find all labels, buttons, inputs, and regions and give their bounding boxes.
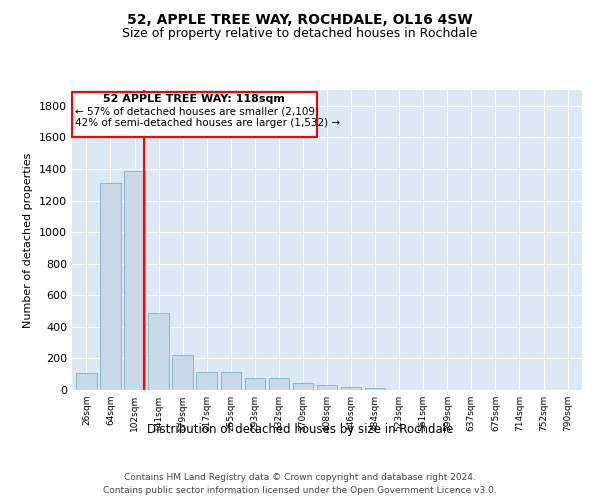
- Bar: [196, 372, 217, 390]
- Bar: [148, 312, 169, 390]
- Bar: [317, 386, 337, 390]
- Bar: [365, 388, 385, 390]
- Text: ← 57% of detached houses are smaller (2,109): ← 57% of detached houses are smaller (2,…: [75, 106, 319, 117]
- Text: Size of property relative to detached houses in Rochdale: Size of property relative to detached ho…: [122, 28, 478, 40]
- Bar: [245, 378, 265, 390]
- Text: Contains HM Land Registry data © Crown copyright and database right 2024.: Contains HM Land Registry data © Crown c…: [124, 472, 476, 482]
- Bar: [341, 387, 361, 390]
- Text: 42% of semi-detached houses are larger (1,532) →: 42% of semi-detached houses are larger (…: [75, 118, 340, 128]
- Bar: [269, 378, 289, 390]
- Bar: [124, 170, 145, 390]
- Bar: [172, 356, 193, 390]
- Text: Distribution of detached houses by size in Rochdale: Distribution of detached houses by size …: [147, 422, 453, 436]
- Bar: [100, 183, 121, 390]
- Bar: [293, 383, 313, 390]
- Bar: [76, 372, 97, 390]
- Y-axis label: Number of detached properties: Number of detached properties: [23, 152, 34, 328]
- Bar: [221, 372, 241, 390]
- Text: 52, APPLE TREE WAY, ROCHDALE, OL16 4SW: 52, APPLE TREE WAY, ROCHDALE, OL16 4SW: [127, 12, 473, 26]
- Text: Contains public sector information licensed under the Open Government Licence v3: Contains public sector information licen…: [103, 486, 497, 495]
- Text: 52 APPLE TREE WAY: 118sqm: 52 APPLE TREE WAY: 118sqm: [103, 94, 286, 104]
